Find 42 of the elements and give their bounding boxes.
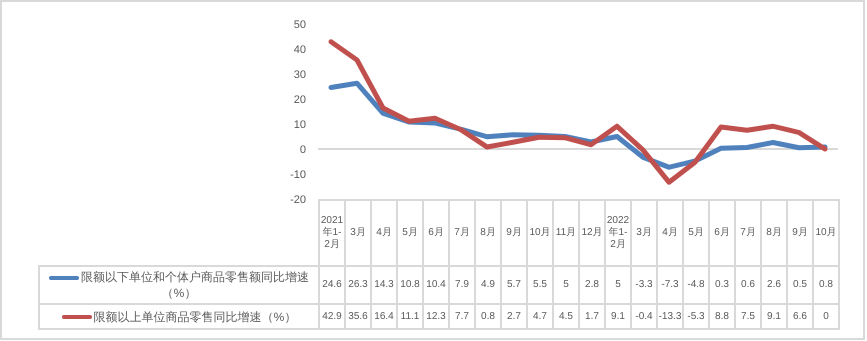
- data-label: 5.5: [527, 266, 553, 304]
- data-label: -7.3: [657, 266, 683, 304]
- data-label: 35.6: [345, 304, 371, 329]
- data-label: 7.5: [735, 304, 761, 329]
- data-label: 10.4: [423, 266, 449, 304]
- data-label: 2.8: [579, 266, 605, 304]
- data-label: 9.1: [605, 304, 631, 329]
- data-label: 16.4: [371, 304, 397, 329]
- data-label: 26.3: [345, 266, 371, 304]
- data-label: 0: [813, 304, 839, 329]
- data-label: 10.8: [397, 266, 423, 304]
- data-label: 9.1: [761, 304, 787, 329]
- data-label: 0.3: [709, 266, 735, 304]
- data-label: 5: [553, 266, 579, 304]
- data-label: 4.7: [527, 304, 553, 329]
- data-label: 8.8: [709, 304, 735, 329]
- data-label: 0.8: [813, 266, 839, 304]
- data-label: -3.3: [631, 266, 657, 304]
- data-label: 0.6: [735, 266, 761, 304]
- data-label: -13.3: [657, 304, 683, 329]
- data-label: -0.4: [631, 304, 657, 329]
- data-label: 4.5: [553, 304, 579, 329]
- legend-label: 限额以上单位商品零售同比增速（%）: [94, 310, 296, 324]
- data-label: 2.6: [761, 266, 787, 304]
- data-label: 0.8: [475, 304, 501, 329]
- data-label: 5: [605, 266, 631, 304]
- data-label: 7.9: [449, 266, 475, 304]
- data-label: 5.7: [501, 266, 527, 304]
- data-label: 14.3: [371, 266, 397, 304]
- data-label: 12.3: [423, 304, 449, 329]
- data-label: 24.6: [319, 266, 345, 304]
- data-label: 0.5: [787, 266, 813, 304]
- data-label: -5.3: [683, 304, 709, 329]
- legend-label: 限额以下单位和个体户商品零售额同比增速（%）: [81, 270, 309, 300]
- data-label: 7.7: [449, 304, 475, 329]
- data-label: 42.9: [319, 304, 345, 329]
- data-label: 2.7: [501, 304, 527, 329]
- data-label: 1.7: [579, 304, 605, 329]
- data-label: -4.8: [683, 266, 709, 304]
- data-label: 11.1: [397, 304, 423, 329]
- data-label: 4.9: [475, 266, 501, 304]
- data-label: 6.6: [787, 304, 813, 329]
